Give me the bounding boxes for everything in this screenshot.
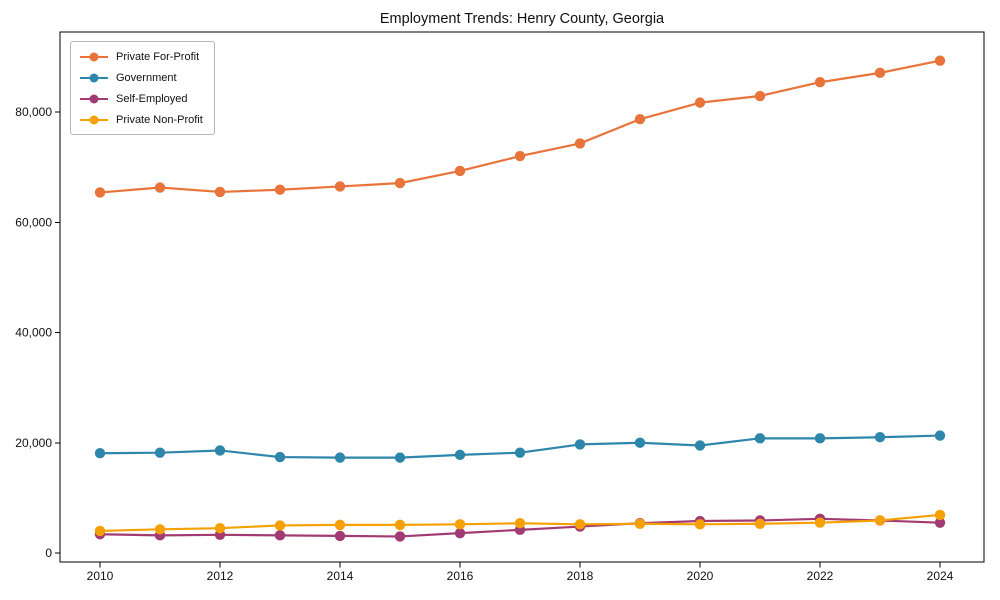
point-private-non-profit-2024 [934,509,946,521]
point-private-for-profit-2014 [334,181,346,192]
point-private-for-profit-2019 [634,113,646,125]
point-self-employed-2013 [274,530,286,541]
point-self-employed-2024 [934,517,946,528]
point-private-non-profit-2023 [874,515,886,526]
point-self-employed-2015 [394,531,406,542]
point-government-2010 [94,448,106,459]
point-private-non-profit-2011 [154,524,166,535]
point-private-for-profit-2021 [754,90,766,102]
chart-legend: Private For-Profit Government Self-Employe… [70,41,215,135]
point-government-2023 [874,432,886,443]
point-government-2021 [754,433,766,444]
point-private-for-profit-2023 [874,67,886,79]
point-private-non-profit-2014 [334,519,346,531]
line-private-for-profit [98,59,942,194]
x-tick-label: 2022 [807,569,834,583]
point-private-for-profit-2018 [574,138,586,149]
point-private-for-profit-2024 [934,55,946,66]
point-government-2015 [394,452,406,463]
point-private-for-profit-2017 [514,150,526,162]
point-government-2016 [454,449,466,461]
y-tick-label: 20,000 [15,436,52,450]
y-tick-label: 0 [45,546,52,560]
plot-frame [59,31,985,563]
legend-item-government: Government [79,70,203,85]
legend-label: Self-Employed [116,92,188,105]
point-private-non-profit-2017 [514,518,526,529]
point-private-non-profit-2016 [454,519,466,530]
x-tick-label: 2016 [447,569,474,583]
point-private-non-profit-2020 [694,519,706,530]
x-tick-label: 2012 [207,569,234,583]
point-government-2013 [274,451,286,463]
legend-label: Private Non-Profit [116,113,203,126]
point-government-2014 [334,452,346,463]
y-tick-label: 80,000 [15,105,52,119]
point-private-for-profit-2010 [94,187,106,198]
point-private-non-profit-2019 [634,518,646,529]
legend-line-marker-icon [80,94,108,103]
point-government-2017 [514,447,526,458]
point-government-2019 [634,437,646,448]
chart-title: Employment Trends: Henry County, Georgia [379,11,665,27]
point-government-2024 [934,430,946,441]
legend-line-marker-icon [80,115,108,124]
y-tick-label: 60,000 [15,215,52,229]
point-private-for-profit-2012 [214,186,226,198]
x-tick-label: 2010 [87,569,114,583]
point-private-for-profit-2015 [394,177,406,189]
point-private-non-profit-2013 [274,520,286,531]
legend-item-self-employed: Self-Employed [79,91,203,106]
point-self-employed-2014 [334,530,346,542]
x-tick-label: 2020 [687,569,714,583]
point-private-non-profit-2018 [574,519,586,530]
point-private-for-profit-2020 [694,97,706,108]
point-private-for-profit-2013 [274,184,286,195]
point-private-for-profit-2022 [814,77,826,88]
point-government-2018 [574,439,586,450]
legend-line-marker-icon [80,73,108,82]
point-self-employed-2016 [454,527,466,539]
point-government-2022 [814,433,826,444]
legend-item-private-for-profit: Private For-Profit [79,49,203,64]
point-private-for-profit-2011 [154,182,166,193]
point-private-non-profit-2010 [94,525,106,537]
y-tick-label: 40,000 [15,326,52,340]
point-government-2012 [214,445,226,456]
x-tick-label: 2018 [567,569,594,583]
point-private-non-profit-2022 [814,517,826,528]
legend-label: Government [116,71,177,84]
point-private-non-profit-2012 [214,522,226,534]
x-tick-label: 2024 [927,569,954,583]
point-government-2020 [694,440,706,451]
x-tick-label: 2014 [327,569,354,583]
point-private-non-profit-2015 [394,519,406,531]
legend-item-private-non-profit: Private Non-Profit [79,112,203,127]
legend-label: Private For-Profit [116,50,200,63]
point-government-2011 [154,447,166,458]
point-private-non-profit-2021 [754,518,766,529]
point-private-for-profit-2016 [454,165,466,177]
legend-line-marker-icon [80,52,108,61]
